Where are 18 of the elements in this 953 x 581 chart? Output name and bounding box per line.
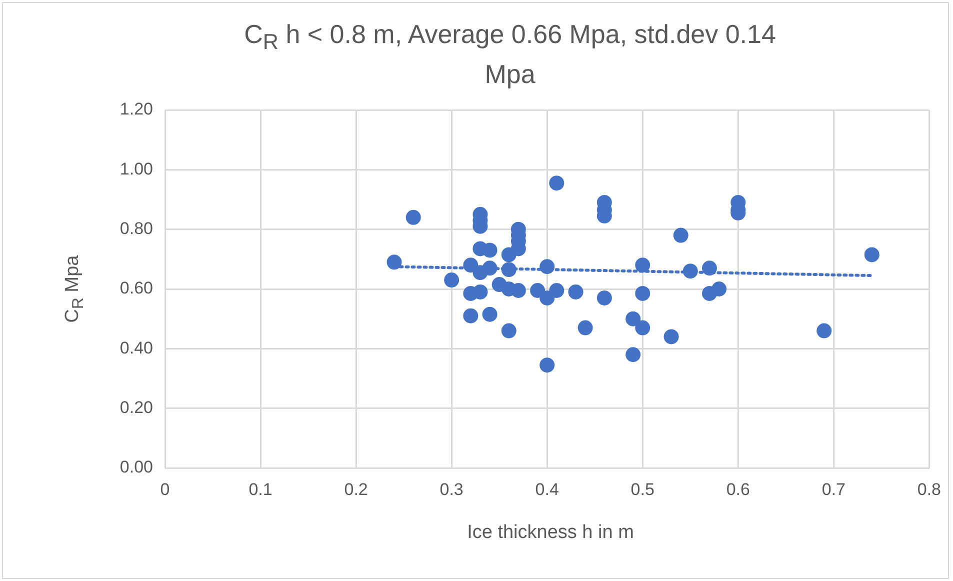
x-tick-label: 0.4 [535, 480, 559, 499]
y-tick-label: 0.40 [120, 338, 153, 358]
y-tick-label: 0.20 [120, 398, 153, 418]
x-axis-title: Ice thickness h in m [466, 522, 635, 544]
x-tick-label: 0.2 [344, 480, 368, 499]
x-tick-label: 0.6 [726, 480, 750, 499]
x-tick-label: 0.8 [917, 480, 942, 499]
y-tick-label: 1.00 [120, 159, 153, 178]
y-tick-label: 0.60 [120, 278, 153, 298]
y-tick-label: 0.00 [120, 458, 153, 477]
y-tick-label: 0.80 [120, 219, 153, 238]
y-tick-label: 1.20 [120, 100, 153, 119]
x-tick-label: 0.3 [440, 480, 464, 499]
x-tick-label: 0.5 [630, 480, 654, 499]
chart-title: C$_{R}$ h < 0.8 m, Average 0.66 Mpa, std.dev 0.14 Mpa [243, 18, 777, 92]
x-tick-label: 0.7 [822, 480, 846, 499]
x-tick-label: 0 [160, 480, 170, 499]
x-tick-label: 0.1 [248, 480, 272, 499]
